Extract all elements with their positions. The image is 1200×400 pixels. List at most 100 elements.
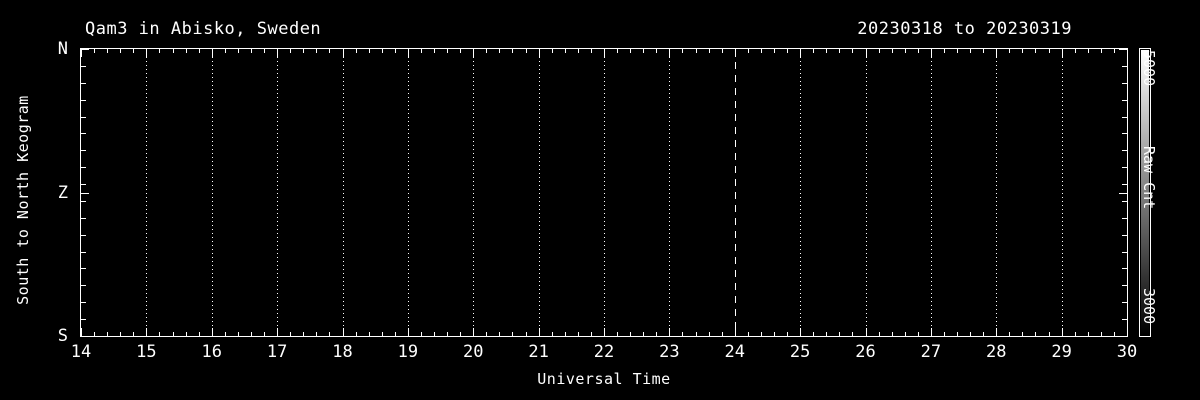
y-tick-label: S: [57, 326, 68, 346]
x-axis-minor-tick: [173, 49, 174, 53]
x-tick-label: 15: [136, 342, 157, 362]
x-axis-tick: [277, 49, 278, 57]
x-tick-label: 23: [659, 342, 680, 362]
y-axis-minor-tick: [81, 167, 86, 168]
y-axis-minor-tick: [1122, 201, 1127, 202]
x-axis-minor-tick: [133, 332, 134, 336]
x-axis-minor-tick: [552, 49, 553, 53]
x-axis-minor-tick: [761, 332, 762, 336]
x-tick-label: 16: [201, 342, 222, 362]
x-axis-minor-tick: [565, 332, 566, 336]
x-axis-minor-tick: [1049, 332, 1050, 336]
x-axis-minor-tick: [1035, 332, 1036, 336]
x-axis-tick: [343, 328, 344, 336]
x-axis-minor-tick: [133, 49, 134, 53]
plot-title: Qam3 in Abisko, Sweden: [85, 19, 322, 39]
keogram-image: [81, 49, 1127, 336]
x-axis-minor-tick: [486, 332, 487, 336]
x-axis-minor-tick: [944, 49, 945, 53]
x-axis-minor-tick: [499, 332, 500, 336]
x-axis-minor-tick: [656, 332, 657, 336]
y-axis-minor-tick: [81, 302, 86, 303]
colorbar-max-label: 5000: [1140, 50, 1158, 87]
x-axis-minor-tick: [944, 332, 945, 336]
y-axis-minor-tick: [1122, 184, 1127, 185]
gridline-vertical: [996, 49, 997, 336]
x-axis-minor-tick: [460, 332, 461, 336]
x-axis-tick: [473, 328, 474, 336]
x-axis-minor-tick: [486, 49, 487, 53]
x-axis-minor-tick: [1009, 49, 1010, 53]
x-axis-minor-tick: [382, 332, 383, 336]
x-axis-minor-tick: [748, 332, 749, 336]
gridline-vertical: [604, 49, 605, 336]
x-axis-minor-tick: [107, 332, 108, 336]
x-axis-minor-tick: [643, 332, 644, 336]
x-axis-minor-tick: [264, 49, 265, 53]
colorbar-title: Raw Cnt: [1140, 146, 1158, 210]
x-axis-minor-tick: [251, 332, 252, 336]
x-axis-minor-tick: [761, 49, 762, 53]
plot-area[interactable]: [80, 48, 1128, 337]
y-axis-tick: [81, 49, 89, 50]
x-axis-minor-tick: [643, 49, 644, 53]
x-axis-minor-tick: [813, 332, 814, 336]
x-axis-minor-tick: [918, 49, 919, 53]
x-tick-label: 22: [593, 342, 615, 362]
x-axis-minor-tick: [316, 49, 317, 53]
x-axis-minor-tick: [512, 49, 513, 53]
x-axis-tick: [866, 49, 867, 57]
y-axis-minor-tick: [1122, 66, 1127, 67]
x-axis-minor-tick: [369, 332, 370, 336]
y-axis-minor-tick: [1122, 302, 1127, 303]
x-axis-tick: [473, 49, 474, 57]
y-axis-minor-tick: [81, 319, 86, 320]
x-axis-minor-tick: [892, 49, 893, 53]
x-axis-minor-tick: [774, 332, 775, 336]
y-axis-minor-tick: [1122, 268, 1127, 269]
x-axis-minor-tick: [839, 332, 840, 336]
x-axis-minor-tick: [94, 332, 95, 336]
x-axis-minor-tick: [186, 332, 187, 336]
x-axis-tick: [1062, 49, 1063, 57]
gridline-vertical: [669, 49, 670, 336]
x-axis-minor-tick: [395, 49, 396, 53]
x-tick-label: 27: [920, 342, 942, 362]
x-axis-minor-tick: [1088, 332, 1089, 336]
x-axis-minor-tick: [630, 332, 631, 336]
y-axis-title: South to North Keogram: [14, 95, 32, 305]
x-axis-tick: [931, 328, 932, 336]
colorbar[interactable]: [1139, 48, 1151, 337]
x-axis-tick: [343, 49, 344, 57]
y-axis-minor-tick: [81, 235, 86, 236]
x-axis-minor-tick: [1114, 332, 1115, 336]
y-axis-tick: [1119, 193, 1127, 194]
x-axis-tick: [800, 49, 801, 57]
y-axis-tick: [1119, 49, 1127, 50]
x-tick-label: 26: [855, 342, 876, 362]
x-axis-tick: [604, 328, 605, 336]
x-axis-minor-tick: [434, 332, 435, 336]
y-axis-minor-tick: [81, 133, 86, 134]
x-axis-minor-tick: [120, 49, 121, 53]
gridline-vertical: [408, 49, 409, 336]
x-axis-tick: [539, 49, 540, 57]
x-axis-minor-tick: [460, 49, 461, 53]
x-axis-minor-tick: [447, 49, 448, 53]
x-axis-minor-tick: [1022, 332, 1023, 336]
x-axis-minor-tick: [369, 49, 370, 53]
x-axis-minor-tick: [238, 49, 239, 53]
x-axis-minor-tick: [173, 332, 174, 336]
x-axis-minor-tick: [970, 49, 971, 53]
x-axis-minor-tick: [826, 49, 827, 53]
y-axis-minor-tick: [81, 268, 86, 269]
x-tick-label: 25: [789, 342, 811, 362]
colorbar-gradient: [1141, 50, 1149, 335]
y-axis-minor-tick: [1122, 133, 1127, 134]
y-axis-minor-tick: [1122, 218, 1127, 219]
x-axis-minor-tick: [722, 49, 723, 53]
y-axis-minor-tick: [1122, 100, 1127, 101]
x-axis-minor-tick: [552, 332, 553, 336]
x-axis-tick: [800, 328, 801, 336]
